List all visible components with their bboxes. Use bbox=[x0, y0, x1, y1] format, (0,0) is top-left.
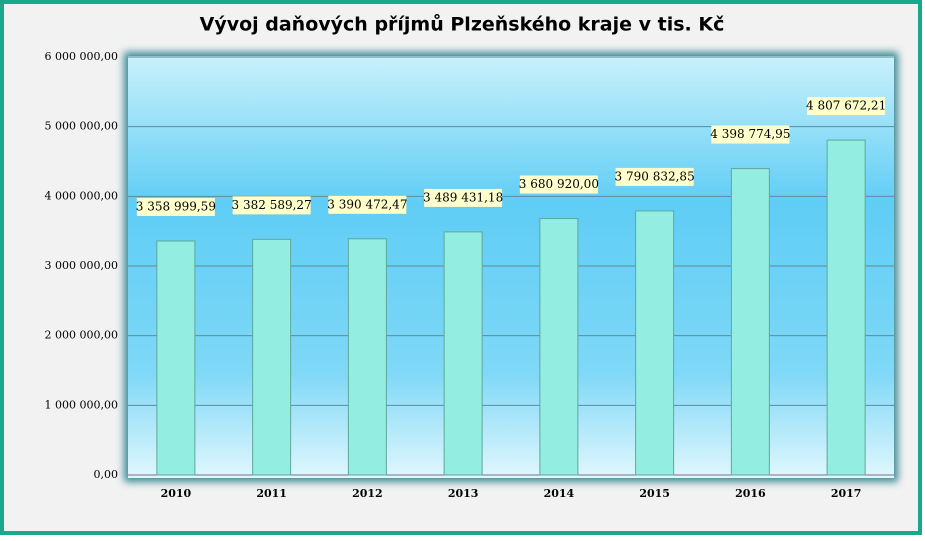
bar bbox=[156, 240, 196, 476]
value-label-box bbox=[232, 196, 311, 215]
value-label: 4 807 672,21 bbox=[806, 99, 886, 113]
x-tick-label: 2014 bbox=[544, 487, 575, 500]
x-tick-label: 2013 bbox=[448, 487, 479, 500]
y-tick-label: 4 000 000,00 bbox=[45, 189, 118, 202]
x-tick-label: 2011 bbox=[256, 487, 287, 500]
y-tick-label: 2 000 000,00 bbox=[45, 329, 118, 342]
value-label-box bbox=[136, 197, 215, 216]
value-label: 3 382 589,27 bbox=[232, 198, 312, 212]
value-label-box bbox=[424, 188, 503, 207]
value-label: 3 390 472,47 bbox=[327, 197, 407, 211]
x-tick-label: 2012 bbox=[352, 487, 383, 500]
x-tick-label: 2015 bbox=[639, 487, 670, 500]
value-label-box bbox=[807, 97, 886, 116]
x-tick-label: 2010 bbox=[161, 487, 192, 500]
value-label-box bbox=[328, 195, 407, 214]
x-tick-label: 2017 bbox=[831, 487, 862, 500]
bar bbox=[635, 210, 675, 476]
y-tick-label: 6 000 000,00 bbox=[45, 50, 118, 63]
bar bbox=[252, 238, 292, 476]
bar bbox=[730, 168, 770, 476]
plot-area bbox=[128, 56, 894, 478]
value-label-box bbox=[711, 125, 790, 144]
value-label: 3 680 920,00 bbox=[519, 177, 599, 191]
bar bbox=[826, 139, 866, 476]
y-tick-label: 5 000 000,00 bbox=[45, 120, 118, 133]
value-label: 4 398 774,95 bbox=[710, 127, 790, 141]
y-tick-label: 0,00 bbox=[94, 468, 119, 481]
bar bbox=[443, 231, 483, 476]
bar bbox=[539, 218, 579, 476]
value-label: 3 790 832,85 bbox=[615, 169, 695, 183]
x-tick-label: 2016 bbox=[735, 487, 766, 500]
y-tick-label: 1 000 000,00 bbox=[45, 398, 118, 411]
value-label-box bbox=[615, 167, 694, 186]
value-label: 3 489 431,18 bbox=[423, 190, 503, 204]
value-label: 3 358 999,59 bbox=[136, 199, 216, 213]
y-tick-label: 3 000 000,00 bbox=[45, 259, 118, 272]
value-label-box bbox=[519, 175, 598, 194]
chart-title: Vývoj daňových příjmů Plzeňského kraje v… bbox=[200, 13, 725, 36]
bar bbox=[347, 238, 387, 476]
